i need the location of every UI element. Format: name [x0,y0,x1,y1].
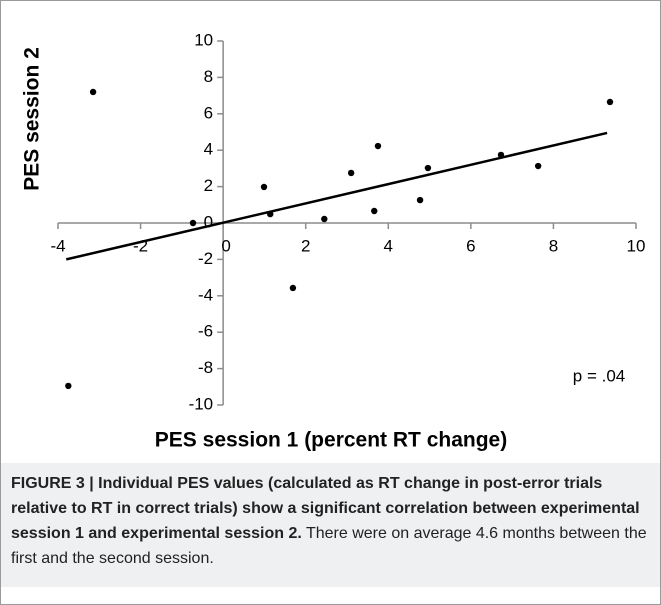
x-tick-label: 4 [384,236,393,255]
point [416,196,424,204]
y-tick-label: -10 [189,394,214,413]
y-tick-label: 4 [204,140,213,159]
chart: PES session 2 PES session 1 (percent RT … [21,30,646,452]
point [347,169,355,177]
y-tick-label: 2 [204,176,213,195]
y-tick-label: 8 [204,67,213,86]
trendline [65,131,608,261]
x-tick-label: -2 [133,236,148,255]
point [267,210,274,218]
point [321,215,328,223]
y-tick-label: -2 [198,249,213,268]
point [65,382,72,390]
y-tick-label: -6 [198,322,213,341]
point [374,142,382,150]
x-tick-label: 2 [301,236,310,255]
point [497,151,505,159]
point [371,207,378,215]
x-tick-label: 10 [627,236,646,255]
annotation: p = .04 [573,366,625,385]
x-tick-label: 0 [221,236,230,255]
caption: FIGURE 3 | Individual PES values (calcul… [1,463,660,587]
y-tick-label: 0 [204,212,213,231]
point [424,164,432,172]
y-tick-label: -8 [198,358,213,377]
y-tick-label: 6 [204,103,213,122]
point [534,162,542,170]
x-axis-label: PES session 1 (percent RT change) [155,429,507,452]
y-tick-label: -4 [198,285,213,304]
point [260,183,268,191]
x-tick-label: -4 [50,236,65,255]
caption-text: There were on average 4.6 months between… [11,525,647,567]
point [189,219,197,227]
y-tick-label: 10 [194,30,213,49]
y-axis-label: PES session 2 [21,47,44,191]
point [289,284,297,292]
x-tick-label: 8 [549,236,558,255]
caption-title: FIGURE 3 | Individual PES values (calcul… [11,475,640,542]
x-tick-label: 6 [466,236,475,255]
point [89,88,97,96]
point [606,98,614,106]
